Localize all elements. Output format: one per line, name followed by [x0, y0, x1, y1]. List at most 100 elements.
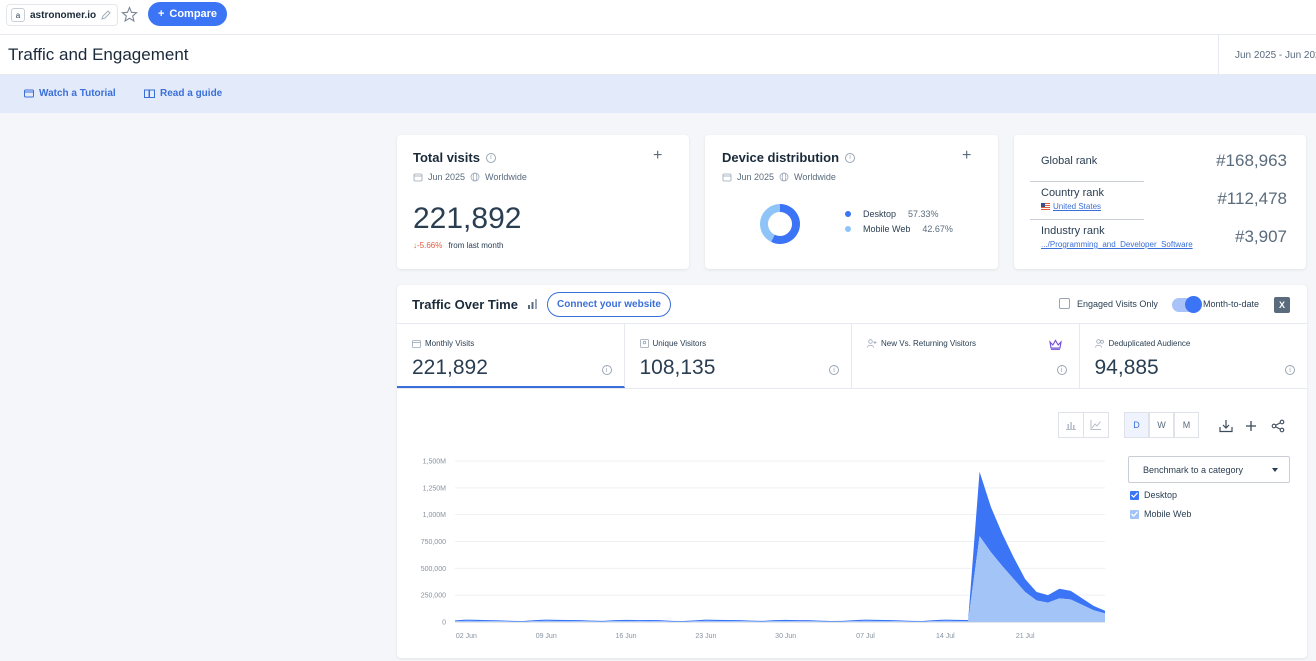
- crown-icon: [1048, 339, 1062, 350]
- site-favicon-icon: a: [11, 8, 25, 22]
- y-tick-label: 1,250M: [423, 485, 447, 492]
- info-icon[interactable]: i: [845, 152, 856, 163]
- y-tick-label: 1,500M: [423, 459, 447, 466]
- industry-link[interactable]: .../Programming_and_Developer_Software: [1041, 240, 1193, 249]
- mobile-dot-icon: [845, 226, 851, 232]
- plus-icon: +: [157, 8, 165, 20]
- granularity-month-button[interactable]: M: [1174, 412, 1199, 438]
- global-rank-value: #168,963: [1216, 151, 1287, 170]
- calendar-icon: [412, 340, 421, 348]
- site-chip[interactable]: a astronomer.io: [6, 4, 119, 26]
- unique-visitors-value: 108,135: [639, 356, 716, 379]
- excel-export-icon[interactable]: X: [1274, 297, 1290, 313]
- desktop-pct: 57.33%: [908, 209, 939, 219]
- info-icon[interactable]: i: [829, 365, 839, 375]
- favorite-star-icon[interactable]: [121, 6, 138, 23]
- tab-new-vs-returning[interactable]: New Vs. Returning Visitors i: [852, 324, 1080, 388]
- mobile-label: Mobile Web: [863, 224, 911, 234]
- x-tick-label: 23 Jun: [695, 633, 716, 640]
- month-to-date-toggle[interactable]: [1172, 296, 1202, 313]
- metric-label: Unique Visitors: [652, 339, 707, 348]
- share-icon[interactable]: [1270, 418, 1286, 434]
- info-icon[interactable]: i: [1285, 365, 1295, 375]
- guide-label: Read a guide: [160, 88, 223, 99]
- granularity-day-button[interactable]: D: [1124, 412, 1149, 438]
- tab-unique-visitors[interactable]: Unique Visitors 108,135 i: [625, 324, 852, 388]
- period-label: Jun 2025: [737, 172, 775, 182]
- add-plus-icon[interactable]: [1243, 418, 1259, 434]
- bar-chart-toggle-icon[interactable]: [1058, 412, 1084, 438]
- unique-visitors-label: Unique Visitors: [639, 339, 707, 348]
- benchmark-label: Benchmark to a category: [1143, 464, 1244, 475]
- metric-label: Deduplicated Audience: [1108, 339, 1191, 348]
- date-range-picker[interactable]: Jun 2025 - Jun 2025: [1218, 35, 1316, 75]
- device-distribution-title: Device distribution i: [722, 150, 856, 165]
- benchmark-dropdown[interactable]: Benchmark to a category: [1128, 456, 1290, 483]
- desktop-label: Desktop: [863, 209, 897, 219]
- mobile-pct: 42.67%: [922, 224, 953, 234]
- region-label: Worldwide: [794, 172, 836, 182]
- read-guide-link[interactable]: Read a guide: [144, 88, 222, 99]
- users-icon: [1094, 339, 1104, 348]
- x-tick-label: 02 Jun: [456, 633, 477, 640]
- video-icon: [24, 89, 34, 98]
- traffic-over-time-card: Traffic Over Time Connect your website E…: [397, 285, 1307, 658]
- page-title: Traffic and Engagement: [8, 45, 189, 64]
- device-distribution-card: Device distribution i + Jun 2025 Worldwi…: [705, 135, 998, 269]
- granularity-week-button[interactable]: W: [1149, 412, 1174, 438]
- traffic-title: Traffic Over Time: [412, 297, 518, 312]
- calendar-icon: [413, 173, 423, 182]
- signal-bars-icon: [528, 299, 537, 309]
- engaged-visits-checkbox[interactable]: [1059, 298, 1070, 309]
- y-tick-label: 500,000: [421, 566, 446, 573]
- total-visits-title-text: Total visits: [413, 150, 480, 165]
- info-icon[interactable]: i: [601, 365, 612, 375]
- change-pct: -5.66%: [417, 241, 443, 250]
- new-vs-returning-label: New Vs. Returning Visitors: [867, 339, 976, 348]
- country-link[interactable]: United States: [1041, 202, 1101, 211]
- tab-monthly-visits[interactable]: Monthly Visits 221,892 i: [397, 324, 625, 388]
- checkbox-checked-icon: [1130, 490, 1139, 500]
- info-icon[interactable]: i: [485, 152, 496, 163]
- legend-desktop[interactable]: Desktop: [1130, 490, 1177, 500]
- download-icon[interactable]: [1218, 418, 1234, 434]
- legend-desktop-label: Desktop: [1144, 490, 1178, 500]
- device-meta: Jun 2025 Worldwide: [722, 172, 836, 182]
- total-visits-title: Total visits i: [413, 150, 496, 165]
- line-chart-toggle-icon[interactable]: [1083, 412, 1109, 438]
- info-icon[interactable]: i: [1056, 365, 1067, 375]
- x-tick-label: 16 Jun: [616, 633, 637, 640]
- device-donut-chart: [760, 204, 800, 244]
- industry-rank-value: #3,907: [1235, 227, 1287, 246]
- edit-pencil-icon[interactable]: [101, 10, 111, 20]
- x-tick-label: 21 Jul: [1016, 633, 1035, 640]
- watch-tutorial-link[interactable]: Watch a Tutorial: [24, 88, 116, 99]
- globe-icon: [470, 172, 480, 182]
- y-tick-label: 0: [442, 620, 446, 627]
- add-plus-icon[interactable]: +: [653, 147, 663, 164]
- help-bar: Watch a Tutorial Read a guide: [0, 75, 1316, 113]
- checkbox-checked-icon: [1130, 509, 1139, 519]
- connect-website-button[interactable]: Connect your website: [547, 292, 671, 317]
- y-tick-label: 1,000M: [423, 512, 447, 519]
- date-range-label: Jun 2025 - Jun 2025: [1235, 49, 1316, 61]
- country-rank-label: Country rank: [1041, 187, 1104, 199]
- tab-deduplicated-audience[interactable]: Deduplicated Audience 94,885 i: [1080, 324, 1308, 388]
- us-flag-icon: [1041, 203, 1050, 210]
- ranks-card: Global rank #168,963 Country rank United…: [1014, 135, 1306, 269]
- legend-mobile-label: Mobile Web: [1144, 509, 1192, 519]
- id-card-icon: [639, 339, 649, 348]
- add-plus-icon[interactable]: +: [962, 147, 972, 164]
- engaged-visits-label: Engaged Visits Only: [1077, 299, 1158, 309]
- desktop-dot-icon: [845, 211, 851, 217]
- total-visits-card: Total visits i + Jun 2025 Worldwide 221,…: [397, 135, 689, 269]
- tutorial-label: Watch a Tutorial: [39, 88, 116, 99]
- user-plus-icon: [867, 339, 877, 348]
- area-desktop: [455, 471, 1105, 622]
- monthly-visits-value: 221,892: [412, 356, 488, 379]
- total-visits-change: ↓-5.66% from last month: [413, 241, 504, 250]
- compare-button[interactable]: + Compare: [148, 2, 227, 26]
- legend-desktop: Desktop 57.33%: [845, 209, 939, 219]
- metric-tabs: Monthly Visits 221,892 i Unique Visitors…: [397, 323, 1307, 389]
- legend-mobile-web[interactable]: Mobile Web: [1130, 509, 1191, 519]
